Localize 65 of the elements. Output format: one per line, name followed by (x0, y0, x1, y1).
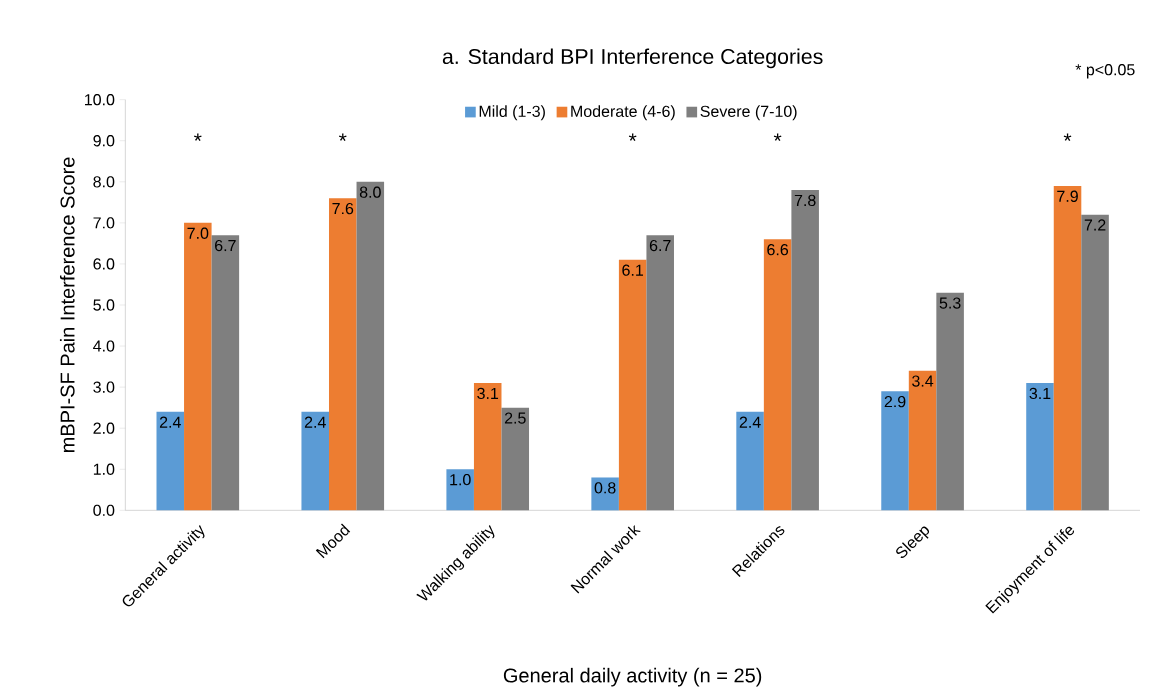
bar (156, 411, 185, 511)
y-tick-label: 3.0 (93, 381, 115, 393)
bar (763, 239, 792, 511)
data-label: 7.2 (1084, 219, 1106, 231)
data-label: 6.1 (622, 264, 644, 276)
bar (646, 235, 674, 511)
data-label: 7.9 (1057, 190, 1078, 202)
annotation: * (773, 133, 782, 141)
bar (301, 411, 329, 511)
y-tick-label: 8.0 (93, 176, 115, 188)
bar (356, 181, 385, 511)
data-label: 8.0 (359, 186, 381, 198)
data-label: 2.4 (739, 416, 761, 428)
data-label: 6.7 (215, 239, 236, 252)
bar (184, 222, 212, 511)
data-label: 3.1 (477, 387, 499, 400)
annotation: * (193, 133, 202, 141)
annotation: * (1063, 133, 1072, 141)
data-label: 3.1 (1029, 387, 1051, 400)
data-label: 7.0 (187, 227, 209, 239)
y-tick-label: 4.0 (93, 340, 115, 352)
annotation: * (338, 133, 347, 141)
bar (1081, 214, 1109, 511)
data-label: 6.7 (649, 239, 671, 252)
y-tick-label: 2.0 (93, 422, 115, 434)
y-tick-label: 7.0 (93, 217, 115, 229)
y-tick-label: 0.0 (93, 504, 115, 516)
y-tick-label: 5.0 (93, 299, 115, 311)
chart-title: a. Standard BPI Interference Categories (442, 48, 823, 69)
data-label: 2.9 (884, 395, 906, 408)
data-label: 5.3 (939, 297, 961, 309)
bar (1026, 383, 1054, 511)
bar (881, 391, 909, 511)
data-label: 1.0 (450, 473, 471, 486)
y-axis-title: mBPI-SF Pain Interference Score (59, 157, 75, 453)
y-tick-label: 10.0 (85, 94, 115, 106)
y-tick-label: 6.0 (93, 258, 115, 270)
bar (328, 198, 357, 511)
bar (936, 292, 964, 511)
data-label: 7.8 (794, 194, 816, 207)
legend-label: Moderate (4-6) (571, 105, 675, 121)
bar (446, 469, 474, 511)
bar (1053, 185, 1082, 511)
bar (473, 383, 502, 511)
text: * p<0.05 (1075, 64, 1135, 79)
legend-label: Mild (1-3) (479, 105, 545, 121)
y-tick-label: 9.0 (93, 135, 115, 147)
x-axis-title: General daily activity (n = 25) (503, 667, 762, 687)
bar (591, 477, 619, 511)
bar (618, 259, 647, 511)
bar (736, 411, 764, 511)
bar (211, 235, 240, 511)
data-label: 6.6 (767, 244, 789, 256)
data-label: 2.4 (159, 416, 181, 428)
data-label: 2.5 (504, 412, 526, 424)
data-label: 7.6 (332, 202, 354, 215)
annotation: * (628, 133, 637, 141)
legend-label: Severe (7-10) (700, 105, 797, 121)
bar (908, 370, 937, 511)
y-tick-label: 1.0 (93, 463, 115, 475)
data-label: 0.8 (594, 482, 616, 494)
data-label: 2.4 (304, 416, 326, 428)
bar (791, 190, 819, 511)
bar (501, 407, 530, 511)
data-label: 3.4 (912, 375, 934, 387)
